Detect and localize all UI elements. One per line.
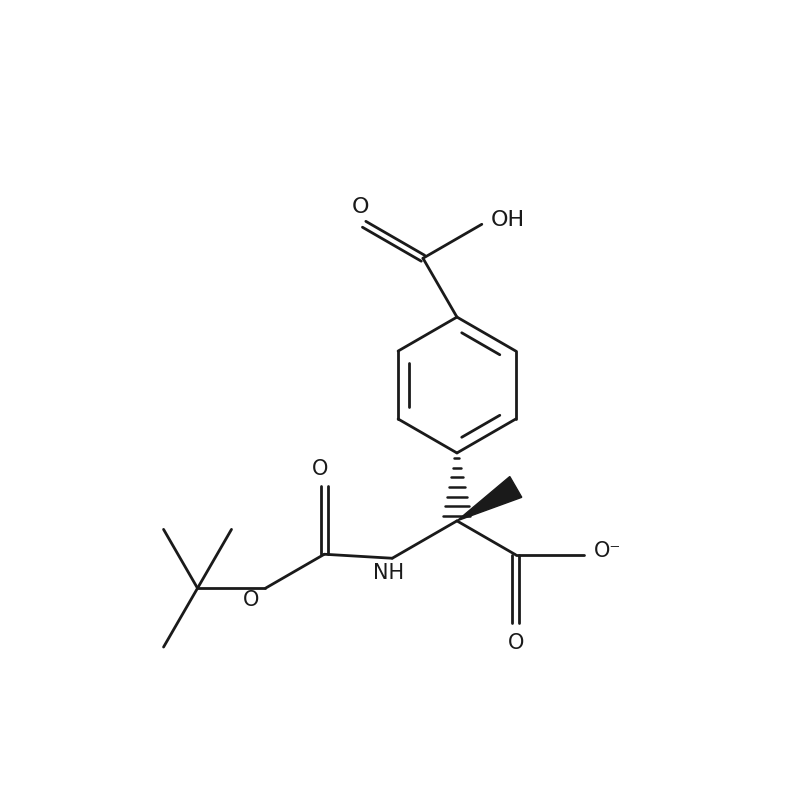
Text: O: O xyxy=(312,459,329,479)
Text: O: O xyxy=(243,590,259,610)
Text: O: O xyxy=(351,196,369,217)
Polygon shape xyxy=(457,476,522,520)
Text: NH: NH xyxy=(373,563,403,582)
Text: OH: OH xyxy=(490,210,525,230)
Text: O⁻: O⁻ xyxy=(594,541,622,561)
Text: O: O xyxy=(508,633,524,653)
